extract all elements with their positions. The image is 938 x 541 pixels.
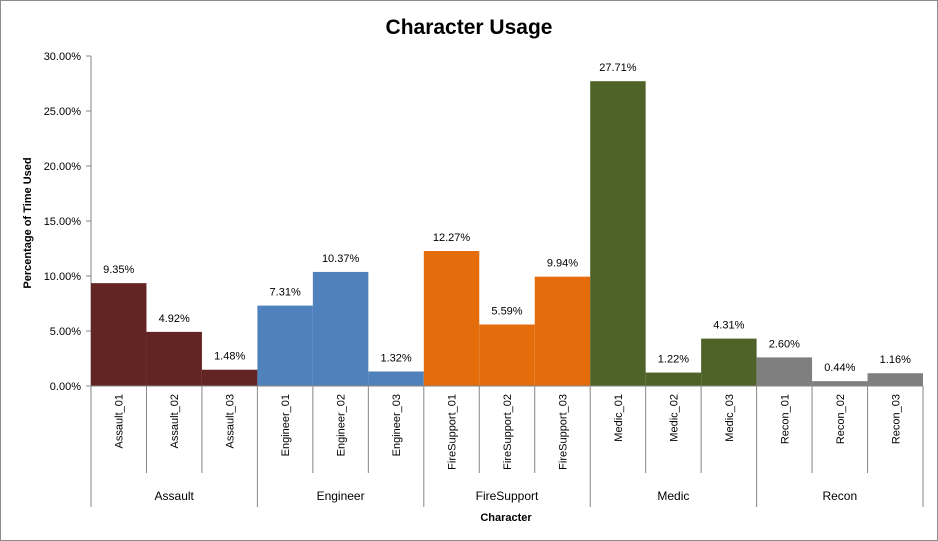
data-label: 1.48% (214, 351, 245, 363)
category-label: Engineer_03 (391, 394, 403, 456)
category-label: FireSupport_03 (557, 394, 569, 470)
category-label: Assault_02 (169, 394, 181, 448)
bar (701, 338, 757, 386)
data-label: 9.94% (547, 258, 578, 270)
bar (479, 324, 535, 386)
data-label: 27.71% (599, 62, 637, 74)
category-label: Engineer_01 (280, 394, 292, 456)
category-label: Medic_01 (613, 394, 625, 442)
y-tick-label: 10.00% (44, 271, 82, 283)
bar (534, 276, 591, 386)
category-label: Recon_03 (890, 394, 902, 444)
group-label: Medic (657, 489, 689, 503)
bar (201, 369, 258, 386)
bar (257, 305, 313, 386)
bar (312, 271, 369, 386)
category-label: Recon_02 (835, 394, 847, 444)
data-label: 4.92% (159, 313, 190, 325)
y-tick-label: 20.00% (44, 161, 82, 173)
x-axis-title: Character (480, 512, 532, 524)
y-tick-label: 0.00% (50, 381, 81, 393)
plot-area: 0.00% 5.00% 10.00% 15.00% 20.00% 25.00% 30.00%… (44, 51, 924, 507)
y-axis-title: Percentage of Time Used (22, 157, 34, 288)
bar (590, 81, 646, 386)
category-label: Assault_03 (225, 394, 237, 448)
bar (867, 373, 923, 386)
y-tick-label: 25.00% (44, 106, 82, 118)
y-tick-label: 30.00% (44, 51, 82, 63)
y-tick-label: 5.00% (50, 326, 81, 338)
data-label: 12.27% (433, 232, 471, 244)
bar (146, 331, 202, 386)
group-label: FireSupport (476, 489, 539, 503)
category-label: Recon_01 (779, 394, 791, 444)
bar (423, 251, 480, 386)
bar (812, 381, 868, 386)
group-label: Recon (822, 489, 857, 503)
category-label: Medic_02 (668, 394, 680, 442)
bar (645, 372, 702, 386)
group-label: Engineer (317, 489, 365, 503)
data-label: 1.16% (880, 354, 911, 366)
data-label: 0.44% (824, 362, 855, 374)
category-label: Engineer_02 (336, 394, 348, 456)
chart-title: Character Usage (386, 16, 553, 39)
y-tick-label: 15.00% (44, 216, 82, 228)
data-label: 7.31% (270, 287, 301, 299)
category-label: Assault_01 (114, 394, 126, 448)
data-label: 5.59% (491, 306, 522, 318)
category-label: FireSupport_02 (502, 394, 514, 470)
data-label: 4.31% (713, 320, 744, 332)
data-label: 9.35% (103, 264, 134, 276)
data-label: 1.32% (380, 352, 411, 364)
bar (91, 283, 147, 386)
category-label: Medic_03 (724, 394, 736, 442)
data-label: 10.37% (322, 253, 360, 265)
bar (368, 371, 424, 386)
data-label: 1.22% (658, 354, 689, 366)
category-label: FireSupport_01 (447, 394, 459, 470)
bar (756, 357, 813, 386)
data-label: 2.60% (769, 338, 800, 350)
group-label: Assault (155, 489, 195, 503)
